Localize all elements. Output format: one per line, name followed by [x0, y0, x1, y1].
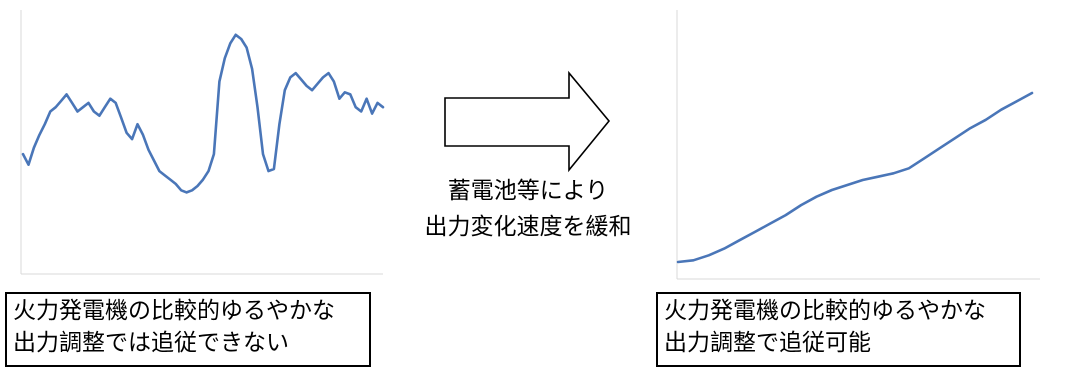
arrow-label: 蓄電池等により 出力変化速度を緩和 [398, 173, 658, 245]
right-arrow-icon [444, 70, 611, 173]
right-caption-line-2: 出力調整で追従可能 [664, 330, 871, 356]
right-chart [676, 10, 1040, 280]
left-chart [20, 10, 385, 275]
arrow-label-line-1: 蓄電池等により [447, 178, 609, 204]
left-caption-line-1: 火力発電機の比較的ゆるやかな [13, 298, 335, 324]
right-caption-box: 火力発電機の比較的ゆるやかな 出力調整で追従可能 [656, 292, 1021, 367]
right-chart-smoothed-output-line [676, 91, 1034, 264]
left-caption-line-2: 出力調整では追従できない [13, 330, 289, 356]
left-caption-box: 火力発電機の比較的ゆるやかな 出力調整では追従できない [5, 292, 371, 367]
right-caption-line-1: 火力発電機の比較的ゆるやかな [664, 298, 986, 324]
arrow-label-line-2: 出力変化速度を緩和 [424, 214, 632, 240]
left-chart-fluctuating-output-line [21, 33, 385, 194]
